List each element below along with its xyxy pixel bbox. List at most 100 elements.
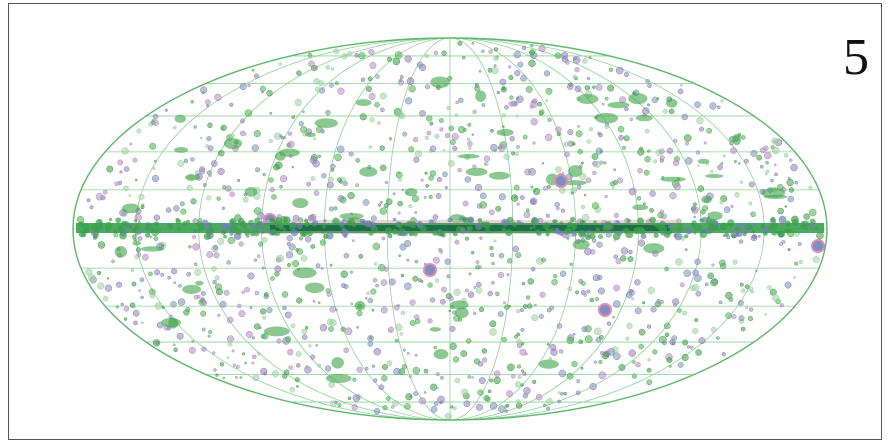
source-marker (139, 277, 145, 283)
source-marker (567, 83, 574, 90)
source-marker (148, 271, 153, 277)
plane-source (746, 224, 751, 228)
source-marker (472, 109, 477, 115)
source-marker (569, 262, 573, 267)
plane-source (269, 217, 275, 223)
source-marker (404, 55, 412, 63)
source-marker (244, 361, 247, 365)
plane-source (742, 232, 747, 237)
source-marker (480, 192, 487, 200)
source-marker (180, 208, 187, 215)
source-marker (320, 129, 325, 134)
source-marker (193, 262, 198, 267)
source-marker (225, 185, 232, 192)
source-marker (628, 187, 637, 196)
source-marker (424, 84, 431, 90)
source-marker (269, 187, 275, 193)
source-marker (621, 145, 626, 150)
source-marker (384, 180, 389, 185)
source-marker (239, 376, 243, 379)
source-marker (634, 279, 641, 286)
source-marker (200, 290, 206, 296)
source-marker (574, 85, 582, 93)
source-marker (333, 206, 338, 211)
plane-source (536, 230, 542, 236)
source-marker (515, 252, 522, 259)
source-marker (580, 366, 584, 370)
source-marker (508, 75, 514, 81)
plane-source (251, 225, 257, 231)
source-marker (295, 248, 299, 252)
source-marker (251, 336, 256, 340)
source-marker (117, 159, 124, 166)
source-marker (769, 288, 777, 296)
source-marker (529, 49, 535, 56)
source-marker (434, 133, 440, 139)
source-marker (414, 353, 418, 357)
plane-source (332, 217, 340, 226)
source-marker (356, 325, 359, 329)
source-marker (514, 70, 521, 77)
source-marker (504, 304, 510, 311)
extended-source (697, 158, 710, 164)
source-marker (442, 171, 448, 178)
source-marker (509, 136, 515, 142)
source-marker (369, 62, 377, 70)
source-marker (647, 83, 652, 88)
source-marker (329, 263, 333, 267)
source-marker (223, 289, 230, 296)
source-marker (326, 181, 334, 189)
source-marker (487, 290, 494, 297)
source-marker (212, 351, 216, 355)
source-marker (673, 182, 681, 191)
source-marker (192, 234, 197, 239)
source-marker (165, 207, 172, 213)
plane-source (384, 227, 393, 235)
source-marker (347, 192, 355, 200)
plane-source (90, 223, 99, 232)
source-marker (707, 272, 714, 280)
source-marker (539, 291, 546, 298)
source-marker (681, 113, 688, 121)
source-marker (644, 156, 651, 163)
source-marker (560, 208, 565, 213)
extended-source (114, 246, 128, 258)
extended-source (643, 243, 665, 254)
source-marker (546, 184, 551, 189)
source-marker (770, 178, 774, 183)
source-marker (324, 365, 332, 372)
extended-source (660, 176, 686, 182)
source-marker (503, 153, 510, 160)
source-marker (320, 266, 324, 270)
source-marker (679, 83, 683, 87)
source-marker (179, 201, 185, 207)
source-marker (381, 375, 388, 382)
source-marker (446, 105, 451, 111)
plane-source (626, 218, 631, 223)
plane-source (752, 234, 757, 240)
source-marker (738, 162, 741, 165)
source-marker (325, 109, 331, 116)
plane-source (78, 230, 86, 238)
source-marker (584, 247, 592, 256)
source-marker (672, 159, 680, 166)
source-marker (594, 161, 601, 168)
source-marker (720, 99, 724, 103)
source-marker (312, 299, 316, 303)
plane-source (466, 226, 471, 231)
plane-source (108, 217, 113, 222)
source-marker (207, 145, 214, 152)
source-marker (498, 252, 505, 259)
source-marker (545, 213, 550, 218)
plane-source (460, 227, 466, 234)
plane-source (712, 220, 719, 227)
source-marker (580, 161, 584, 165)
source-marker (263, 292, 269, 297)
source-marker (495, 205, 501, 212)
source-marker (129, 302, 136, 308)
source-marker (658, 148, 665, 155)
source-marker (152, 339, 161, 347)
plane-source (144, 232, 151, 238)
source-marker (424, 53, 429, 59)
extended-source (331, 357, 344, 369)
